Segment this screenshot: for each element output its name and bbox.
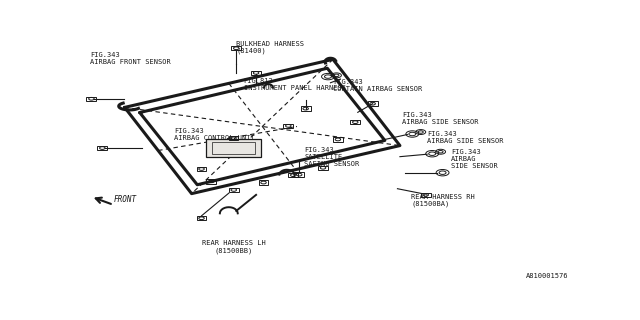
Bar <box>288 173 298 177</box>
Bar <box>212 142 255 154</box>
Text: A810001576: A810001576 <box>526 273 568 279</box>
Text: FIG.343
SATELLITE
SAFING SENSOR: FIG.343 SATELLITE SAFING SENSOR <box>304 147 360 167</box>
Bar <box>196 216 207 220</box>
Text: FRONT: FRONT <box>114 195 137 204</box>
Bar <box>207 179 216 184</box>
Text: FIG.343
AIRBAG SIDE SENSOR: FIG.343 AIRBAG SIDE SENSOR <box>428 131 504 144</box>
Bar <box>259 180 269 185</box>
Bar <box>231 46 241 51</box>
Text: BULKHEAD HARNESS
(81400): BULKHEAD HARNESS (81400) <box>236 41 304 54</box>
Text: REAR HARNESS LH
(81500BB): REAR HARNESS LH (81500BB) <box>202 240 266 254</box>
Bar <box>229 188 239 192</box>
Bar <box>294 172 304 177</box>
Text: FIG.812
INSTRUMENT PANEL HARNESS: FIG.812 INSTRUMENT PANEL HARNESS <box>244 78 346 91</box>
Text: FIG.343
AIRBAG SIDE SENSOR: FIG.343 AIRBAG SIDE SENSOR <box>403 112 479 125</box>
Text: REAR HARNESS RH
(81500BA): REAR HARNESS RH (81500BA) <box>412 194 475 207</box>
Bar <box>196 167 207 171</box>
Bar <box>301 107 310 111</box>
Bar <box>420 193 431 197</box>
Bar <box>251 71 261 75</box>
Bar <box>367 101 378 106</box>
Text: FIG.343
CURTAIN AIRBAG SENSOR: FIG.343 CURTAIN AIRBAG SENSOR <box>333 79 422 92</box>
Text: FIG.343
AIRBAG FRONT SENSOR: FIG.343 AIRBAG FRONT SENSOR <box>90 52 171 65</box>
Bar <box>350 120 360 124</box>
Bar <box>284 124 293 128</box>
Bar <box>333 137 343 142</box>
Bar <box>207 140 261 157</box>
Text: FIG.343
AIRBAG
SIDE SENSOR: FIG.343 AIRBAG SIDE SENSOR <box>451 149 498 169</box>
Bar <box>86 97 97 101</box>
Bar <box>318 165 328 170</box>
Bar <box>97 146 108 150</box>
Text: FIG.343
AIRBAG CONTROL UNIT: FIG.343 AIRBAG CONTROL UNIT <box>174 128 255 141</box>
Bar <box>229 136 238 140</box>
